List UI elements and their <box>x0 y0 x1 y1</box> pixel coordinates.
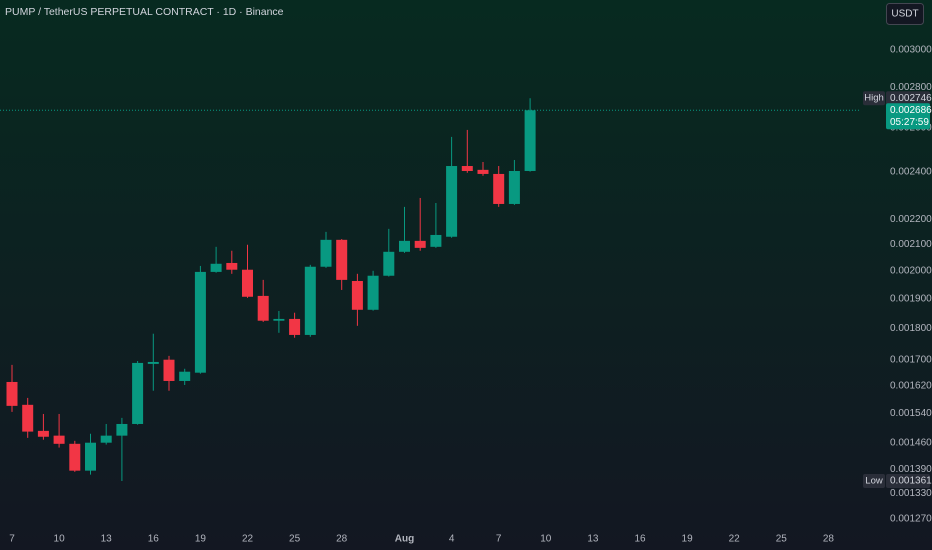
candle-body <box>446 166 458 237</box>
y-tick-label: 0.001620 <box>890 381 932 392</box>
x-tick-label: 7 <box>496 534 502 545</box>
low-value-box <box>886 473 930 488</box>
high-value-box <box>886 91 930 106</box>
x-tick-label: 4 <box>449 534 455 545</box>
last-price-value: 0.002686 <box>890 105 932 116</box>
candle-body <box>289 318 301 335</box>
low-label-box <box>863 473 885 488</box>
candle-body <box>461 166 473 171</box>
y-tick-label: 0.001900 <box>890 294 932 305</box>
y-tick-label: 0.001460 <box>890 437 932 448</box>
y-tick-label: 0.002200 <box>890 214 932 225</box>
candle-body <box>194 271 206 373</box>
x-tick-label: 7 <box>9 534 15 545</box>
candle-body <box>85 442 96 471</box>
x-tick-label: 25 <box>776 534 788 545</box>
last-price-countdown: 05:27:59 <box>890 117 929 128</box>
high-value: 0.002746 <box>890 93 932 104</box>
candle-body <box>273 318 285 321</box>
candle-body <box>53 435 65 444</box>
candle-body <box>493 173 505 204</box>
x-tick-label: 22 <box>729 534 741 545</box>
candle-body <box>351 280 363 310</box>
candle-body <box>242 269 253 297</box>
x-tick-label: 19 <box>195 534 207 545</box>
y-tick-label: 0.001390 <box>890 464 932 475</box>
x-tick-label: 13 <box>587 534 599 545</box>
low-label: Low <box>865 476 883 487</box>
y-tick-label: 0.002100 <box>890 239 932 250</box>
candle-body <box>383 251 395 276</box>
y-tick-label: 0.002400 <box>890 166 932 177</box>
candle-body <box>524 110 536 171</box>
candle-body <box>37 430 49 437</box>
y-tick-label: 0.001330 <box>890 488 932 499</box>
x-tick-label: Aug <box>395 534 414 545</box>
currency-button[interactable] <box>886 3 924 25</box>
high-label-box <box>863 91 885 106</box>
candle-body <box>132 362 144 424</box>
high-label: High <box>864 93 884 104</box>
candle-body <box>508 170 520 204</box>
y-tick-label: 0.001270 <box>890 513 932 524</box>
currency-label[interactable]: USDT <box>891 9 918 20</box>
candle-body <box>430 234 442 247</box>
x-tick-label: 28 <box>823 534 835 545</box>
y-tick-label: 0.001800 <box>890 323 932 334</box>
x-tick-label: 25 <box>289 534 301 545</box>
y-tick-label: 0.002000 <box>890 266 932 277</box>
candle-body <box>257 295 269 321</box>
candle-body <box>163 359 175 381</box>
candle-body <box>367 275 379 310</box>
y-tick-label: 0.003000 <box>890 45 932 56</box>
candle-body <box>399 240 410 252</box>
candle-body <box>116 423 128 436</box>
y-tick-label: 0.002800 <box>890 82 932 93</box>
x-tick-label: 10 <box>54 534 66 545</box>
candle-body <box>477 169 489 174</box>
x-tick-label: 28 <box>336 534 348 545</box>
chart-title: PUMP / TetherUS PERPETUAL CONTRACT · 1D … <box>5 6 284 18</box>
candle-body <box>304 266 316 335</box>
candle-body <box>320 239 332 267</box>
candle-body <box>100 435 112 443</box>
candle-body <box>414 240 426 248</box>
candle-body <box>179 371 191 381</box>
x-tick-label: 10 <box>540 534 552 545</box>
last-price-box <box>886 103 930 130</box>
candle-body <box>6 381 18 406</box>
candle-body <box>226 262 238 270</box>
candle-body <box>69 443 81 471</box>
x-tick-label: 16 <box>148 534 160 545</box>
candle-body <box>336 239 348 280</box>
x-tick-label: 13 <box>101 534 113 545</box>
candle-body <box>147 361 159 364</box>
low-value: 0.001361 <box>890 476 932 487</box>
x-tick-label: 19 <box>682 534 694 545</box>
candle-body <box>22 404 34 432</box>
candle-body <box>210 263 222 272</box>
y-tick-label: 0.001540 <box>890 408 932 419</box>
y-tick-label: 0.001700 <box>890 354 932 365</box>
x-tick-label: 22 <box>242 534 254 545</box>
x-tick-label: 16 <box>634 534 646 545</box>
